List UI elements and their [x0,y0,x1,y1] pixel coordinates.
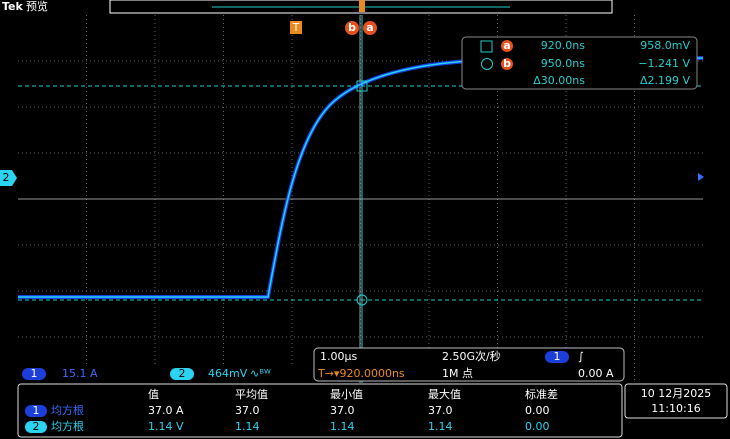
readout-a-level: 958.0mV [640,39,690,52]
channel-bar [18,366,314,381]
trigger-channel: 1 [554,350,561,363]
ch2-scale: 464mV [208,367,248,380]
measurement-header: 最小值 [330,388,363,401]
measurement-value: 37.0 A [148,404,184,417]
readout-b-marker: b [503,57,511,70]
measurement-value: 1.14 V [148,420,184,433]
cursor-a-label: a [366,21,373,34]
readout-a-time: 920.0ns [541,39,585,52]
datetime-panel [624,383,728,419]
sample-rate: 2.50G次/秒 [442,349,501,363]
ch2-offset-label: 2 [3,171,10,184]
measurement-header: 标准差 [525,387,558,401]
measurement-value: 1.14 [330,420,355,433]
trigger-level-arrow [698,173,704,181]
trigger-channel-badge [545,351,569,363]
cursor-a-icon [480,40,493,53]
cursor-b-label: b [348,21,356,34]
trigger-position: T→▾920.0000ns [317,367,405,380]
cursor-a-badge [501,40,513,52]
cursor-readout [461,36,698,90]
mode: 预览 [26,0,48,13]
trigger-slope: ∫ [578,350,584,363]
measurement-header: 平均值 [235,388,268,401]
cursor-a-point [356,80,368,92]
record-length: 1M 点 [442,367,473,380]
cursor-b-marker [345,21,359,35]
channel-id: 1 [33,404,40,417]
readout-delta-level: Δ2.199 V [640,74,691,87]
channel-badge [25,421,47,433]
measurement-type: 均方根 [51,403,84,417]
measurement-panel [17,383,623,438]
measurement-value: 1.14 [428,420,453,433]
readout-delta-time: Δ30.00ns [533,74,585,87]
readout-b-level: −1.241 V [638,57,690,70]
measurement-value: 37.0 [330,404,355,417]
measurement-value: 37.0 [428,404,453,417]
readout-b-time: 950.0ns [541,57,585,70]
ch2-id: 2 [179,367,186,380]
ch1-scale: 15.1 A [62,367,98,380]
timebase-scale: 1.00µs [320,350,357,363]
measurement-header: 值 [148,388,159,401]
measurement-header: 最大值 [428,387,461,401]
cursor-b-badge [501,58,513,70]
measurement-type: 均方根 [51,419,84,433]
trigger-level: 0.00 A [578,367,614,380]
trigger-label: T [292,21,300,34]
ch1-badge [22,368,46,380]
cursor-b-icon [481,58,493,70]
cursor-a-marker [363,21,377,35]
measurement-table: 值 平均值 最小值 最大值 标准差 1 均方根 37.0 A 37.0 37.0 37.0 0.00 2… [25,387,558,433]
measurement-value: 0.00 [525,420,550,433]
ch2-badge [170,368,194,380]
measurement-value: 0.00 [525,404,550,417]
ch2-trace [18,57,704,298]
ch1-id: 1 [31,367,38,380]
measurement-value: 1.14 [235,420,260,433]
channel-id: 2 [33,420,40,433]
date: 10 12月2025 [641,387,712,400]
time: 11:10:16 [651,402,700,415]
trigger-marker [290,21,302,34]
ch2-offset-marker [0,170,17,186]
cursor-b-point [356,294,368,306]
measurement-value: 37.0 [235,404,260,417]
readout-a-marker: a [503,39,510,52]
ch2-bw: ∿ᴮᵂ [250,367,271,380]
brand: Tek [2,0,24,13]
record-position [359,0,365,12]
channel-badge [25,405,47,417]
